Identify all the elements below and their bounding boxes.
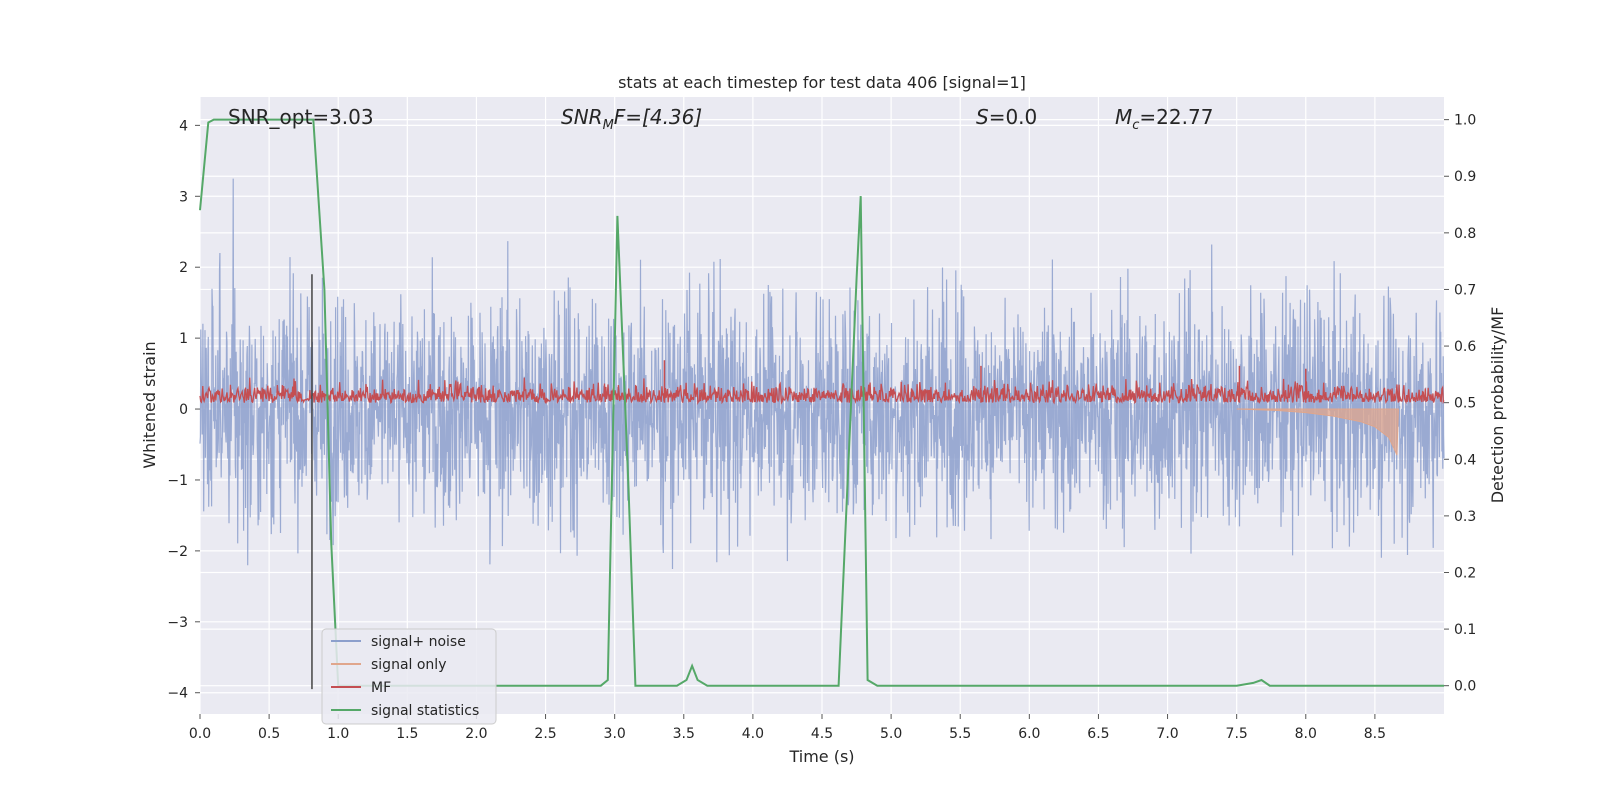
x-tick-label: 5.0 [880, 726, 902, 742]
x-tick-label: 6.0 [1018, 726, 1040, 742]
y-axis-right-ticks: 1.0 0.9 0.8 0.7 0.6 0.5 0.4 0.3 0.2 0.1 0.0 [1444, 113, 1476, 695]
y-left-tick-label: 0 [179, 402, 188, 418]
y-right-tick-label: 0.4 [1454, 452, 1476, 468]
x-tick-label: 7.0 [1156, 726, 1178, 742]
y-axis-left-ticks: 4 3 2 1 0 −1 −2 −3 −4 [167, 118, 200, 702]
annotation-s: S=0.0 [976, 105, 1037, 129]
series-signal-noise [199, 178, 1445, 570]
annotation-mc: Mc=22.77 [1115, 105, 1213, 133]
y-left-tick-label: 4 [179, 118, 188, 134]
x-tick-label: 0.5 [258, 726, 280, 742]
y-left-tick-label: 1 [179, 331, 188, 347]
x-tick-label: 8.0 [1295, 726, 1317, 742]
legend-label-signal-only: signal only [371, 657, 446, 673]
x-tick-label: 3.0 [604, 726, 626, 742]
x-axis-ticks: 0.0 0.5 1.0 1.5 2.0 2.5 3.0 3.5 4.0 4.5 5.0 5.5 6.0 6… [189, 714, 1386, 742]
x-tick-label: 7.5 [1226, 726, 1248, 742]
y-right-tick-label: 1.0 [1454, 113, 1476, 129]
annotation-mc-sub: c [1132, 118, 1139, 133]
legend: signal+ noise signal only MF signal stat… [321, 628, 497, 725]
x-tick-label: 2.0 [465, 726, 487, 742]
y-left-tick-label: −4 [167, 686, 188, 702]
signal-statistics-line [199, 118, 1444, 687]
mf-line [199, 377, 1445, 406]
x-tick-label: 1.5 [396, 726, 418, 742]
series-signal-only [1236, 408, 1399, 456]
annotation-mc-var: M [1115, 105, 1132, 129]
y-right-tick-label: 0.1 [1454, 622, 1476, 638]
y-right-tick-label: 0.8 [1454, 226, 1476, 242]
annotation-snr-mf-main: SNR [561, 105, 603, 129]
signal-noise-line [199, 178, 1445, 570]
y-right-tick-label: 0.3 [1454, 509, 1476, 525]
annotation-snr-mf-sub: M [603, 118, 614, 133]
x-tick-label: 2.5 [534, 726, 556, 742]
chart-title: stats at each timestep for test data 406… [618, 73, 1026, 92]
annotation-mc-rest: =22.77 [1139, 105, 1213, 129]
series-signal-statistics [199, 118, 1444, 687]
y-right-tick-label: 0.7 [1454, 282, 1476, 298]
y-right-tick-label: 0.2 [1454, 565, 1476, 581]
x-tick-label: 6.5 [1087, 726, 1109, 742]
x-tick-label: 5.5 [949, 726, 971, 742]
series-mf [199, 360, 1445, 406]
legend-label-signal-noise: signal+ noise [371, 634, 466, 650]
y-right-tick-label: 0.9 [1454, 169, 1476, 185]
annotation-s-rest: =0.0 [989, 105, 1038, 129]
x-tick-label: 0.0 [189, 726, 211, 742]
x-tick-label: 3.5 [673, 726, 695, 742]
y-right-tick-label: 0.0 [1454, 679, 1476, 695]
y-left-tick-label: −3 [167, 615, 188, 631]
y-left-tick-label: 2 [179, 260, 188, 276]
legend-box [321, 628, 497, 725]
x-tick-label: 1.0 [327, 726, 349, 742]
signal-only-area [1236, 408, 1399, 456]
y-left-tick-label: 3 [179, 189, 188, 205]
x-tick-label: 4.5 [811, 726, 833, 742]
annotation-snr-opt: SNR_opt=3.03 [228, 105, 374, 129]
legend-label-mf: MF [371, 680, 391, 696]
x-axis-label: Time (s) [788, 747, 854, 766]
y-axis-left-label: Whitened strain [140, 341, 159, 468]
y-left-tick-label: −1 [167, 473, 188, 489]
annotation-snr-mf: SNRMF=[4.36] [561, 105, 702, 133]
y-left-tick-label: −2 [167, 544, 188, 560]
x-tick-label: 4.0 [742, 726, 764, 742]
annotation-snr-mf-rest: F=[4.36] [614, 105, 702, 129]
annotation-s-var: S [976, 105, 989, 129]
legend-label-signal-statistics: signal statistics [371, 703, 479, 719]
x-tick-label: 8.5 [1364, 726, 1386, 742]
y-axis-right-label: Detection probability/MF [1488, 307, 1507, 504]
y-right-tick-label: 0.6 [1454, 339, 1476, 355]
y-right-tick-label: 0.5 [1454, 396, 1476, 412]
